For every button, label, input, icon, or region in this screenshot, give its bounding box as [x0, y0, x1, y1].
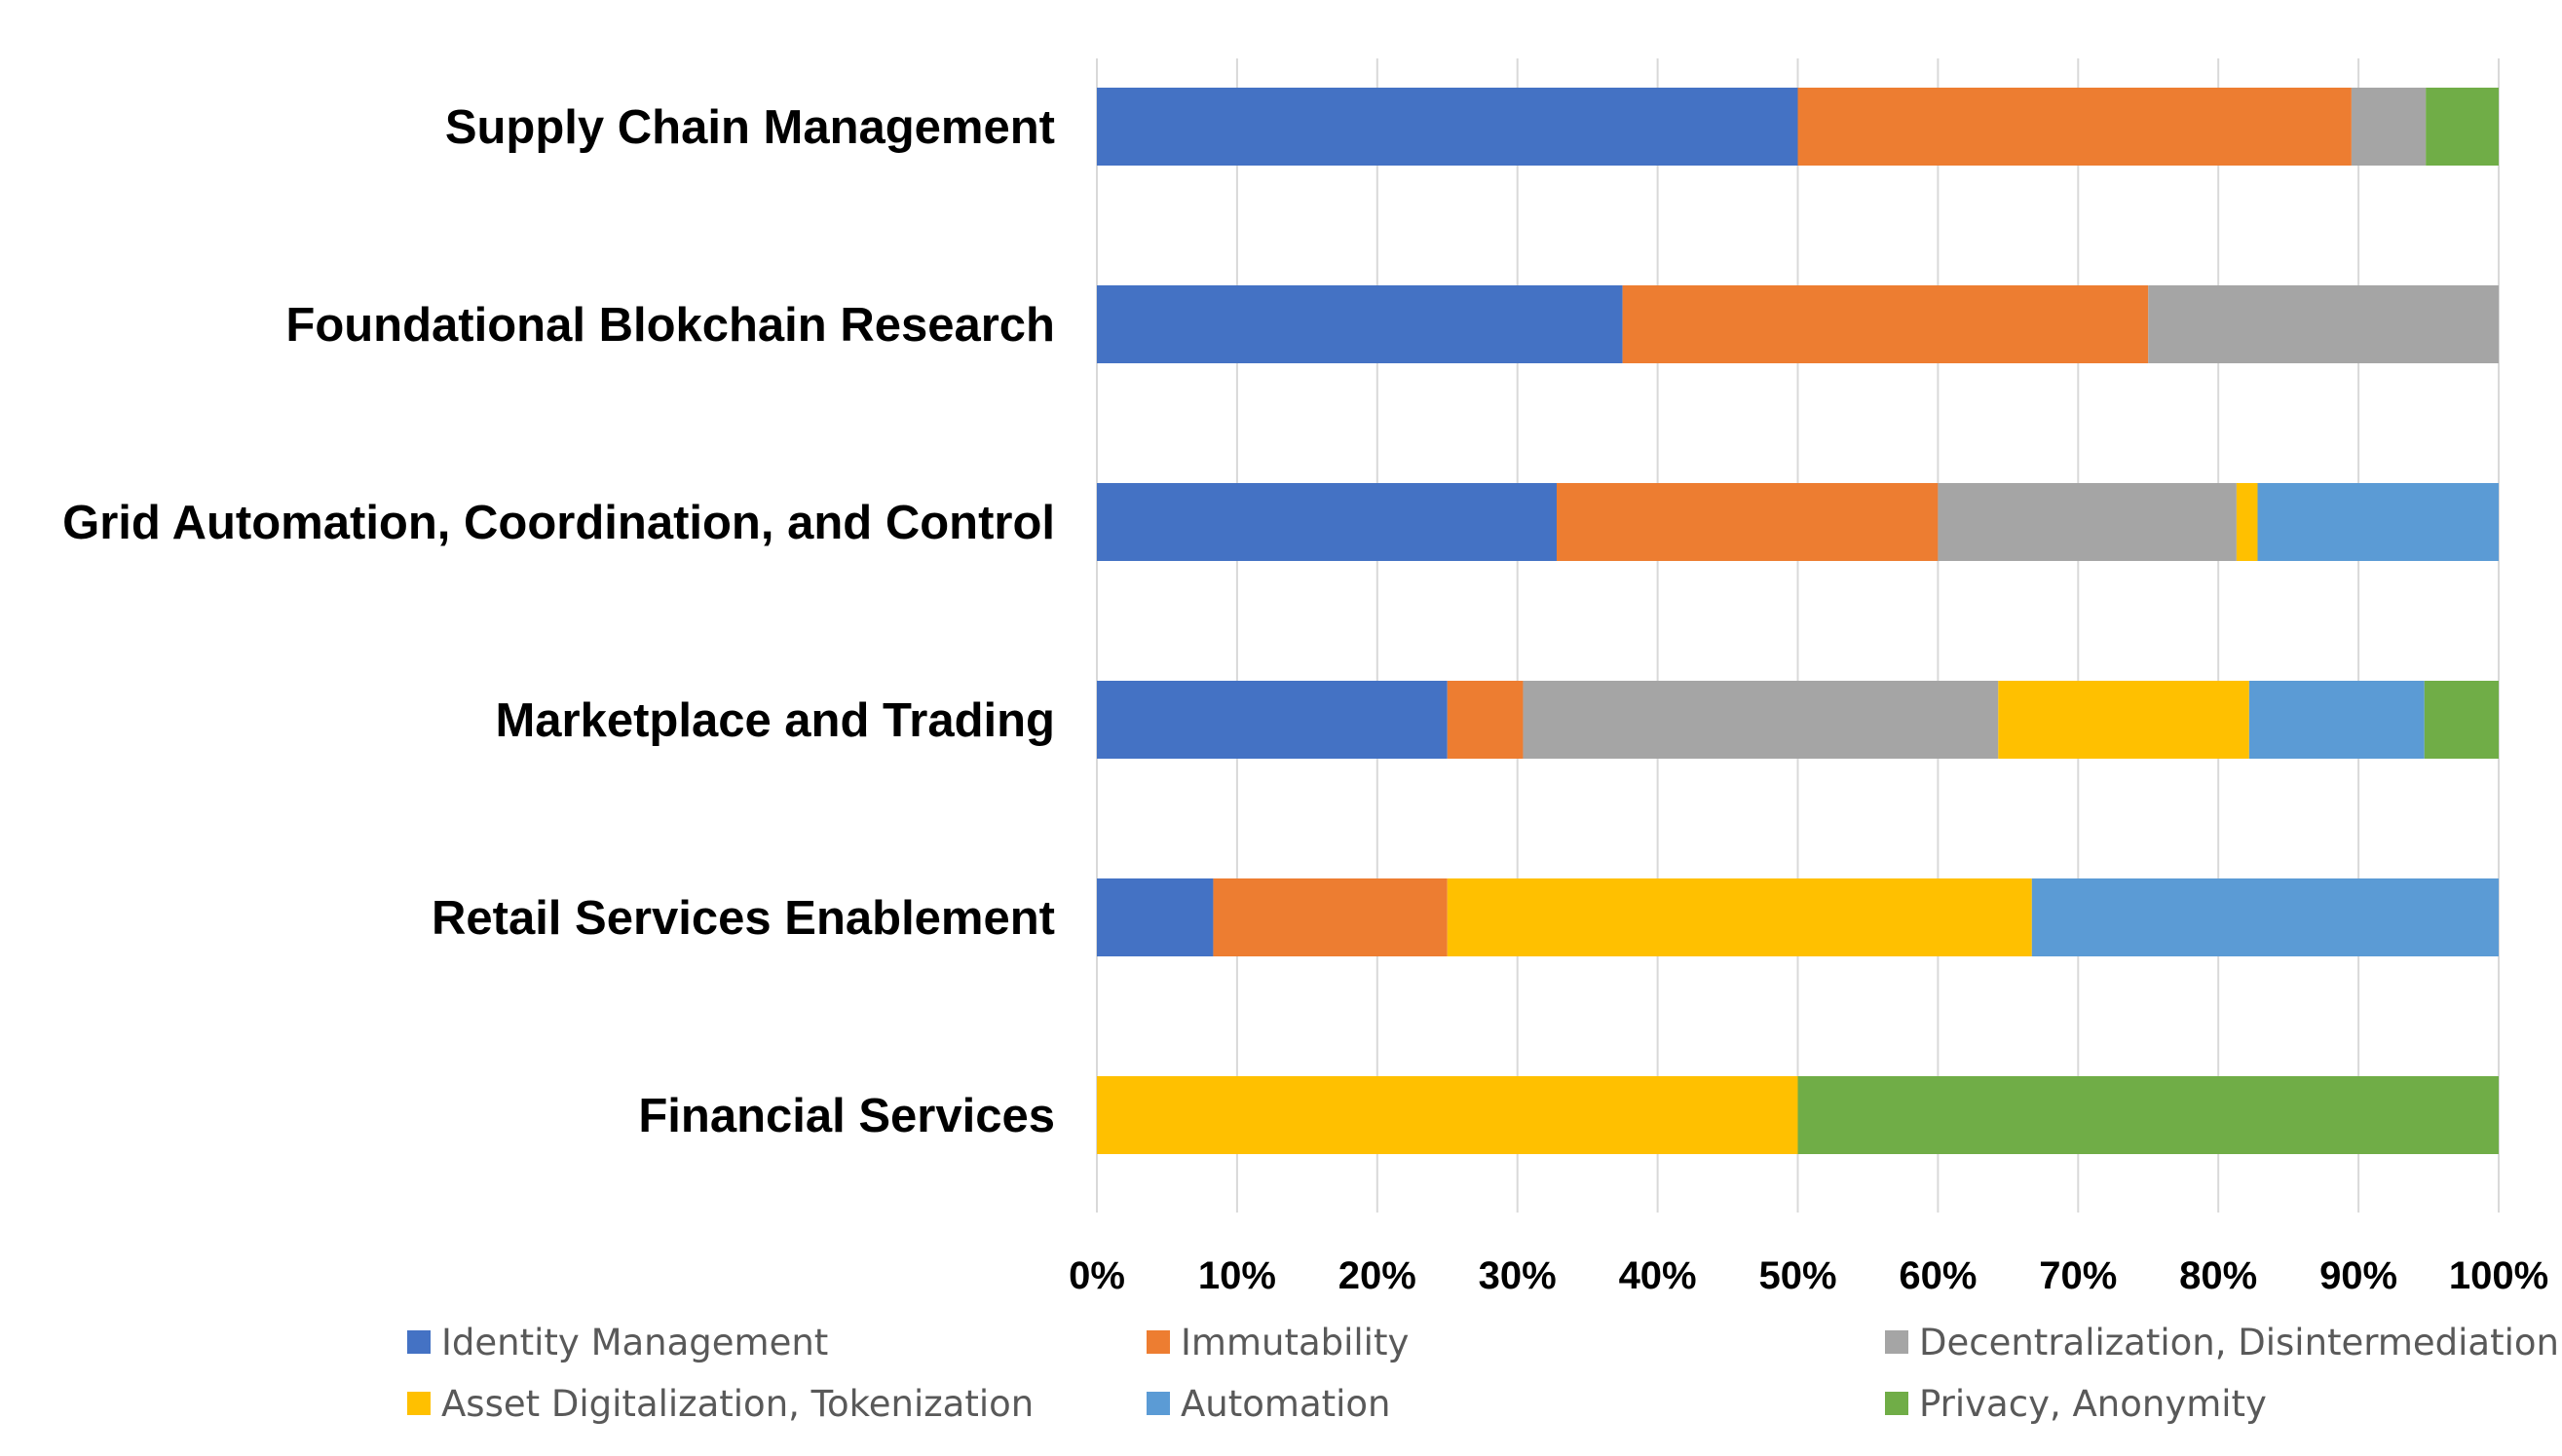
bar-segment-privacy-anonymity-financial-services	[1797, 1076, 2499, 1154]
x-tick-label: 80%	[2179, 1254, 2257, 1297]
legend-label-decentralization-disintermediation: Decentralization, Disintermediation	[1919, 1322, 2559, 1363]
x-tick-label: 60%	[1899, 1254, 1977, 1297]
x-tick-label: 90%	[2319, 1254, 2397, 1297]
bar-segment-automation-marketplace-and-trading	[2248, 681, 2425, 759]
x-tick-label: 70%	[2039, 1254, 2117, 1297]
legend-label-privacy-anonymity: Privacy, Anonymity	[1919, 1383, 2267, 1425]
bar-segment-automation-grid-automation-coordination-and-control	[2257, 483, 2499, 561]
legend-label-asset-digitalization-tokenization: Asset Digitalization, Tokenization	[441, 1383, 1034, 1425]
x-tick-label: 50%	[1758, 1254, 1836, 1297]
bar-segment-privacy-anonymity-marketplace-and-trading	[2424, 681, 2499, 759]
legend-swatch-decentralization-disintermediation	[1885, 1330, 1908, 1354]
category-label-retail-services-enablement: Retail Services Enablement	[432, 892, 1055, 945]
legend-label-automation: Automation	[1181, 1383, 1391, 1425]
bar-segment-privacy-anonymity-supply-chain-management	[2426, 88, 2499, 166]
legend-swatch-privacy-anonymity	[1885, 1392, 1908, 1415]
x-tick-label: 30%	[1479, 1254, 1557, 1297]
bar-segment-immutability-foundational-blokchain-research	[1622, 285, 2149, 363]
category-label-marketplace-and-trading: Marketplace and Trading	[495, 694, 1055, 747]
bar-segment-identity-management-grid-automation-coordination-and-control	[1097, 483, 1557, 561]
bar-segment-immutability-marketplace-and-trading	[1447, 681, 1524, 759]
category-label-foundational-blokchain-research: Foundational Blokchain Research	[285, 299, 1055, 352]
legend-swatch-asset-digitalization-tokenization	[407, 1392, 431, 1415]
x-tick-label: 40%	[1619, 1254, 1697, 1297]
x-axis-tick-labels: 0% 10% 20% 30% 40% 50% 60% 70% 80% 90% 100%	[1069, 1254, 2548, 1297]
bar-segment-immutability-grid-automation-coordination-and-control	[1556, 483, 1939, 561]
legend: Identity Management Immutability Decentral…	[407, 1322, 2559, 1425]
gridlines	[1096, 58, 2500, 1213]
category-label-grid-automation-coordination-and-control: Grid Automation, Coordination, and Contr…	[62, 497, 1055, 549]
category-labels: Supply Chain Management Foundational Blok…	[62, 101, 1055, 1142]
x-tick-label: 20%	[1338, 1254, 1416, 1297]
x-tick-label: 0%	[1069, 1254, 1125, 1297]
bars	[1097, 88, 2499, 1154]
bar-segment-decentralization-disintermediation-supply-chain-management	[2351, 88, 2427, 166]
x-tick-label: 10%	[1198, 1254, 1276, 1297]
bar-segment-immutability-retail-services-enablement	[1213, 878, 1448, 956]
legend-swatch-immutability	[1147, 1330, 1170, 1354]
legend-swatch-automation	[1147, 1392, 1170, 1415]
bar-segment-identity-management-marketplace-and-trading	[1097, 681, 1448, 759]
bar-segment-identity-management-foundational-blokchain-research	[1097, 285, 1623, 363]
category-label-supply-chain-management: Supply Chain Management	[445, 101, 1055, 154]
bar-segment-asset-digitalization-tokenization-retail-services-enablement	[1447, 878, 2032, 956]
legend-label-identity-management: Identity Management	[441, 1322, 828, 1363]
bar-segment-identity-management-supply-chain-management	[1097, 88, 1798, 166]
bar-segment-asset-digitalization-tokenization-financial-services	[1097, 1076, 1798, 1154]
bar-segment-decentralization-disintermediation-foundational-blokchain-research	[2148, 285, 2499, 363]
category-label-financial-services: Financial Services	[638, 1090, 1055, 1142]
bar-segment-asset-digitalization-tokenization-marketplace-and-trading	[1998, 681, 2249, 759]
bar-segment-immutability-supply-chain-management	[1797, 88, 2352, 166]
bar-segment-asset-digitalization-tokenization-grid-automation-coordination-and-control	[2236, 483, 2258, 561]
legend-label-immutability: Immutability	[1181, 1322, 1409, 1363]
x-tick-label: 100%	[2449, 1254, 2548, 1297]
bar-segment-identity-management-retail-services-enablement	[1097, 878, 1214, 956]
bar-segment-automation-retail-services-enablement	[2031, 878, 2499, 956]
legend-swatch-identity-management	[407, 1330, 431, 1354]
bar-segment-decentralization-disintermediation-marketplace-and-trading	[1523, 681, 1999, 759]
bar-segment-decentralization-disintermediation-grid-automation-coordination-and-control	[1938, 483, 2237, 561]
